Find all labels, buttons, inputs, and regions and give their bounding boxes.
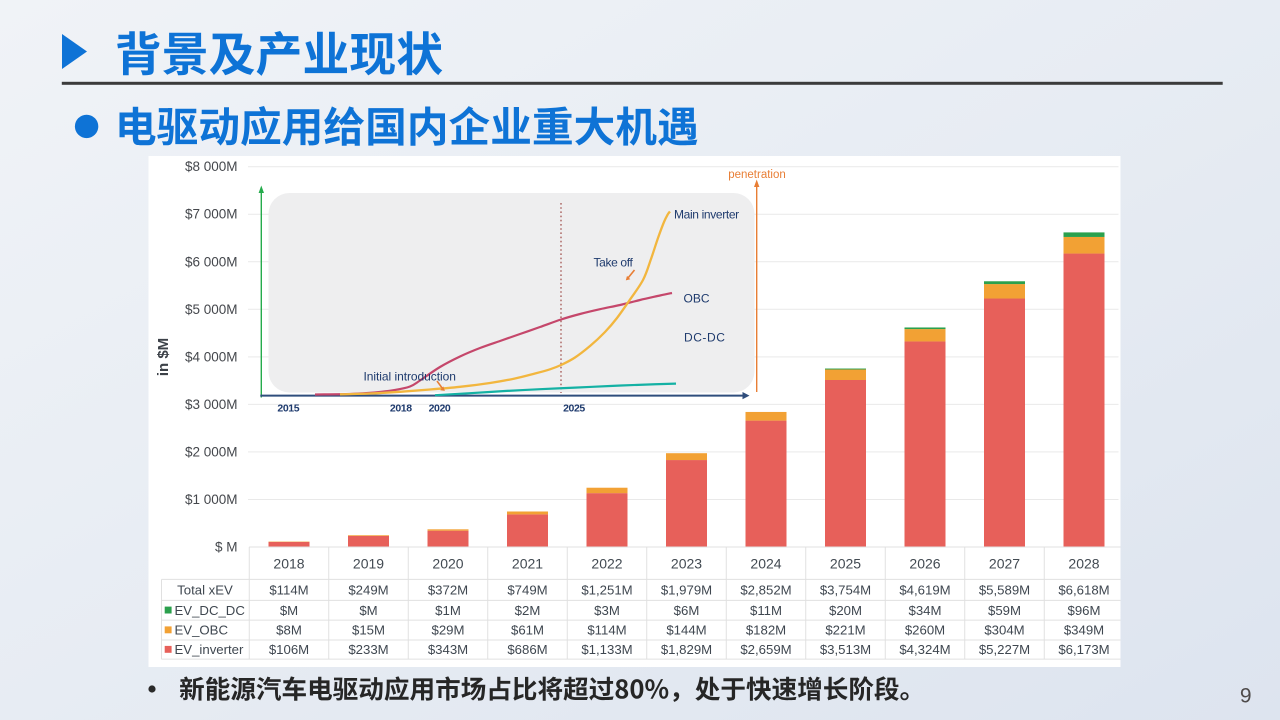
svg-text:$96M: $96M [1068, 603, 1101, 618]
svg-text:2025: 2025 [563, 403, 585, 415]
svg-text:$2,659M: $2,659M [740, 642, 791, 657]
svg-text:$61M: $61M [511, 623, 544, 638]
svg-text:$343M: $343M [428, 642, 468, 657]
svg-text:$686M: $686M [507, 642, 547, 657]
svg-text:$1,979M: $1,979M [661, 583, 712, 598]
svg-text:Total xEV: Total xEV [177, 583, 233, 598]
svg-text:$349M: $349M [1064, 623, 1104, 638]
svg-text:2019: 2019 [353, 556, 384, 572]
svg-text:DC-DC: DC-DC [684, 331, 725, 345]
svg-text:Main inverter: Main inverter [674, 208, 739, 222]
svg-text:2027: 2027 [989, 556, 1020, 572]
svg-text:$M: $M [280, 603, 298, 618]
svg-text:$8 000M: $8 000M [185, 159, 238, 174]
svg-text:9: 9 [1240, 685, 1252, 708]
svg-text:$6,618M: $6,618M [1058, 583, 1109, 598]
svg-text:$304M: $304M [984, 623, 1024, 638]
svg-text:2015: 2015 [277, 403, 299, 415]
svg-text:$M: $M [359, 603, 377, 618]
svg-text:$221M: $221M [825, 623, 865, 638]
svg-text:$7 000M: $7 000M [185, 207, 238, 222]
svg-text:$11M: $11M [750, 603, 782, 618]
svg-text:$749M: $749M [507, 583, 547, 598]
svg-text:$4 000M: $4 000M [185, 349, 238, 364]
svg-text:Initial introduction: Initial introduction [364, 370, 456, 384]
svg-text:2023: 2023 [671, 556, 702, 572]
svg-text:$2 000M: $2 000M [185, 444, 238, 459]
svg-text:2018: 2018 [390, 403, 412, 415]
svg-text:2020: 2020 [432, 556, 463, 572]
svg-text:2025: 2025 [830, 556, 861, 572]
svg-text:Take off: Take off [594, 255, 634, 269]
svg-text:$233M: $233M [348, 642, 388, 657]
svg-text:$2,852M: $2,852M [740, 583, 791, 598]
svg-text:$249M: $249M [348, 583, 388, 598]
svg-text:$20M: $20M [829, 603, 862, 618]
svg-text:penetration: penetration [728, 169, 786, 181]
svg-text:$ M: $ M [215, 540, 238, 555]
svg-text:$372M: $372M [428, 583, 468, 598]
svg-text:$4,619M: $4,619M [899, 583, 950, 598]
svg-text:$6,173M: $6,173M [1058, 642, 1109, 657]
svg-text:EV_inverter: EV_inverter [175, 642, 245, 657]
svg-text:$1 000M: $1 000M [185, 492, 238, 507]
svg-text:$3 000M: $3 000M [185, 397, 238, 412]
svg-text:$15M: $15M [352, 623, 385, 638]
svg-text:$8M: $8M [276, 623, 302, 638]
svg-text:in $M: in $M [155, 338, 172, 376]
svg-text:$3,513M: $3,513M [820, 642, 871, 657]
svg-text:2018: 2018 [273, 556, 304, 572]
svg-text:$182M: $182M [746, 623, 786, 638]
svg-text:$1,829M: $1,829M [661, 642, 712, 657]
svg-text:$29M: $29M [432, 623, 465, 638]
svg-text:$144M: $144M [666, 623, 706, 638]
svg-text:EV_OBC: EV_OBC [175, 623, 229, 638]
svg-text:$114M: $114M [269, 583, 308, 598]
svg-text:$106M: $106M [269, 642, 309, 657]
svg-text:$5,227M: $5,227M [979, 642, 1030, 657]
svg-text:$34M: $34M [909, 603, 942, 618]
svg-text:OBC: OBC [684, 292, 710, 306]
svg-text:2028: 2028 [1068, 556, 1099, 572]
svg-text:$1,251M: $1,251M [581, 583, 632, 598]
svg-text:$2M: $2M [515, 603, 541, 618]
svg-text:$6 000M: $6 000M [185, 254, 238, 269]
svg-text:2022: 2022 [591, 556, 622, 572]
svg-text:EV_DC_DC: EV_DC_DC [175, 603, 246, 618]
svg-text:2024: 2024 [750, 556, 781, 572]
svg-text:$59M: $59M [988, 603, 1021, 618]
svg-text:$5 000M: $5 000M [185, 302, 238, 317]
svg-text:2026: 2026 [909, 556, 940, 572]
svg-text:$1M: $1M [435, 603, 461, 618]
svg-text:$260M: $260M [905, 623, 945, 638]
svg-text:$1,133M: $1,133M [581, 642, 632, 657]
svg-text:2020: 2020 [429, 403, 451, 415]
svg-text:$4,324M: $4,324M [899, 642, 950, 657]
svg-text:2021: 2021 [512, 556, 543, 572]
svg-text:$6M: $6M [674, 603, 700, 618]
svg-text:$3M: $3M [594, 603, 620, 618]
svg-text:$3,754M: $3,754M [820, 583, 871, 598]
svg-text:$5,589M: $5,589M [979, 583, 1030, 598]
svg-text:$114M: $114M [587, 623, 626, 638]
